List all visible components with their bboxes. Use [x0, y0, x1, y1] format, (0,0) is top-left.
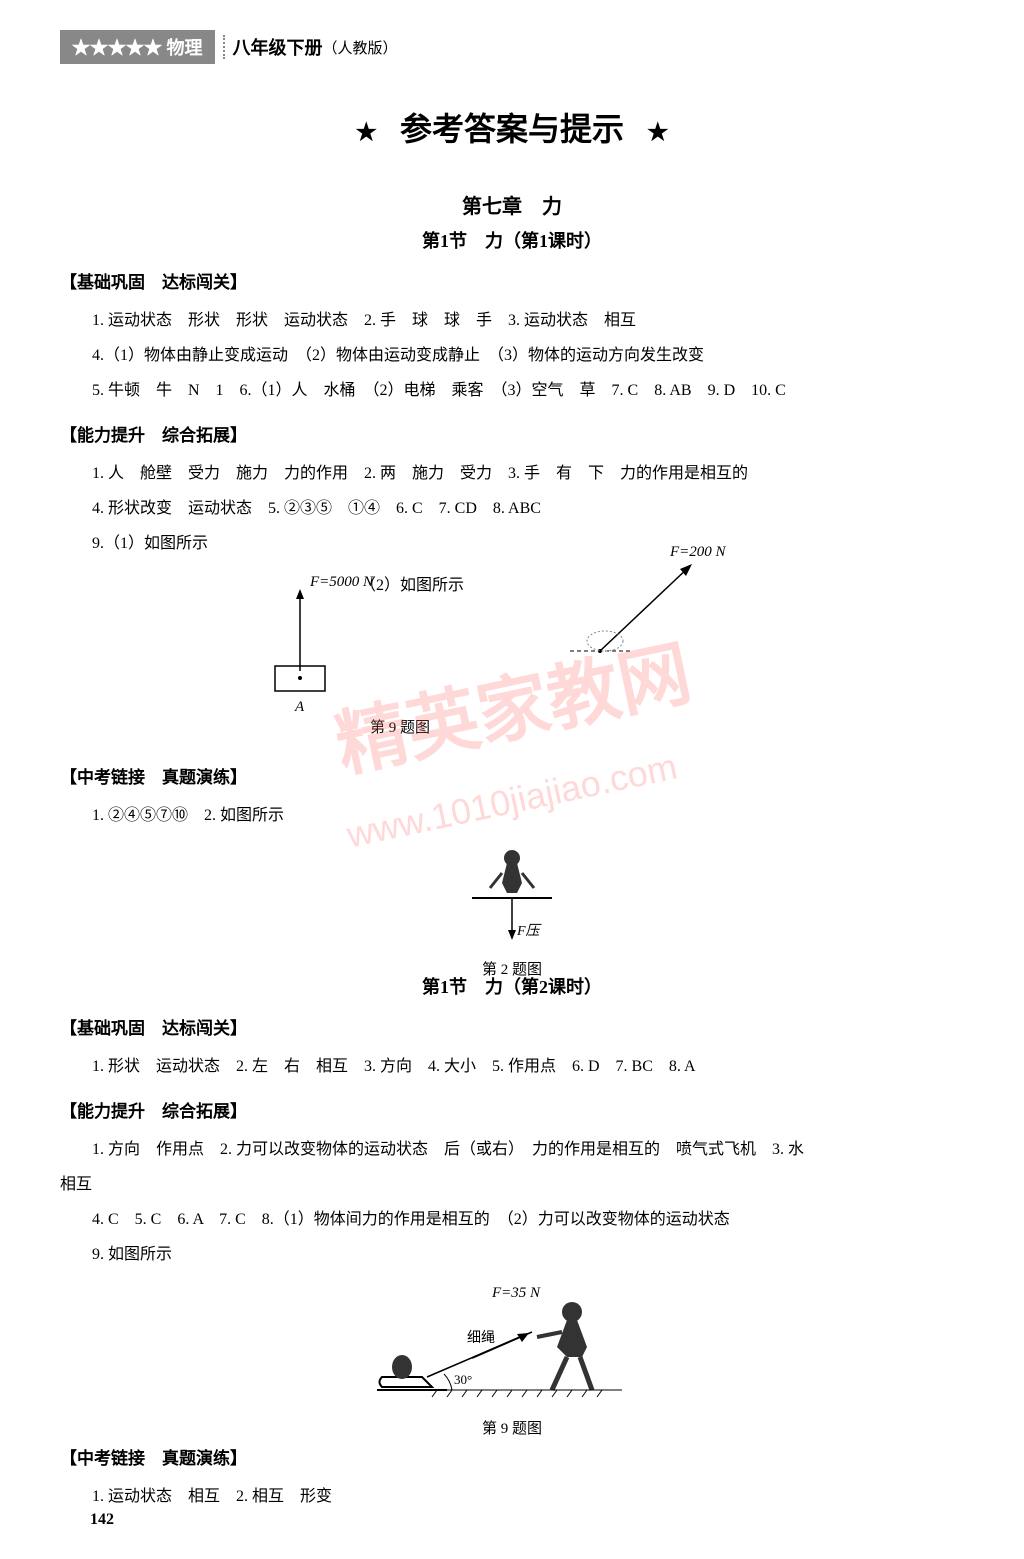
- diagram-caption: 第 2 题图: [60, 958, 964, 979]
- force-diagram-2: F=200 N: [560, 541, 760, 686]
- force-label-2: F=200 N: [669, 544, 727, 560]
- sled-force-svg: F=35 N 细绳 30°: [372, 1282, 652, 1412]
- divider: [223, 35, 225, 59]
- diagram-row: 9.（1）如图所示: [60, 526, 964, 561]
- exam-header-1: 【中考链接 真题演练】: [60, 763, 964, 788]
- diagram-text-2: （2）如图所示: [360, 571, 464, 595]
- stars-text: ★★★★★: [72, 38, 162, 58]
- answer-line: 1. 运动状态 相互 2. 相互 形变: [60, 1479, 964, 1514]
- person-force-svg: F压: [452, 843, 572, 953]
- answer-line: 1. 方向 作用点 2. 力可以改变物体的运动状态 后（或右） 力的作用是相互的…: [60, 1132, 964, 1167]
- answer-line: 1. 形状 运动状态 2. 左 右 相互 3. 方向 4. 大小 5. 作用点 …: [60, 1049, 964, 1084]
- main-title-text: 参考答案与提示: [400, 111, 624, 147]
- svg-text:F=35 N: F=35 N: [491, 1285, 541, 1301]
- subject-text: 物理: [167, 38, 203, 58]
- answer-line: 9. 如图所示: [60, 1237, 964, 1272]
- answer-line: 5. 牛顿 牛 N 1 6.（1）人 水桶 （2）电梯 乘客 （3）空气 草 7…: [60, 373, 964, 408]
- ability-header-2: 【能力提升 综合拓展】: [60, 1097, 964, 1122]
- edition-label: （人教版）: [323, 37, 398, 58]
- page-number: 142: [90, 1511, 114, 1529]
- page-header: ★★★★★ 物理 八年级下册 （人教版）: [60, 30, 964, 64]
- basic-header-1: 【基础巩固 达标闯关】: [60, 268, 964, 293]
- answer-line: 1. ②④⑤⑦⑩ 2. 如图所示: [60, 798, 964, 833]
- svg-text:30°: 30°: [454, 1372, 472, 1387]
- answer-line: 相互: [60, 1167, 964, 1202]
- answer-line: 4.（1）物体由静止变成运动 （2）物体由运动变成静止 （3）物体的运动方向发生…: [60, 338, 964, 373]
- exam-header-2: 【中考链接 真题演练】: [60, 1444, 964, 1469]
- section-title-1: 第1节 力（第1课时）: [60, 227, 964, 253]
- force-arrow-svg-2: F=200 N: [560, 541, 760, 681]
- svg-text:A: A: [294, 699, 305, 711]
- answer-line: 1. 运动状态 形状 形状 运动状态 2. 手 球 球 手 3. 运动状态 相互: [60, 303, 964, 338]
- answer-line: 1. 人 舱壁 受力 施力 力的作用 2. 两 施力 受力 3. 手 有 下 力…: [60, 456, 964, 491]
- diagram-9-area: F=5000 N A （2）如图所示 F=200 N 第 9 题图: [60, 571, 964, 751]
- chapter-title: 第七章 力: [60, 190, 964, 219]
- svg-text:F压: F压: [516, 923, 543, 939]
- answer-line: 4. C 5. C 6. A 7. C 8.（1）物体间力的作用是相互的 （2）…: [60, 1202, 964, 1237]
- diagram-sled-area: F=35 N 细绳 30° 第 9 题图: [60, 1282, 964, 1432]
- diagram-2-middle: F压 第 2 题图: [60, 843, 964, 963]
- subject-label: ★★★★★ 物理: [60, 30, 215, 64]
- diagram-caption: 第 9 题图: [60, 1417, 964, 1438]
- main-title: ★ 参考答案与提示 ★: [60, 104, 964, 150]
- star-icon: ★: [647, 118, 669, 147]
- diagram-caption: 第 9 题图: [370, 716, 430, 737]
- answer-line: 4. 形状改变 运动状态 5. ②③⑤ ①④ 6. C 7. CD 8. ABC: [60, 491, 964, 526]
- svg-text:细绳: 细绳: [467, 1330, 495, 1346]
- ability-header-1: 【能力提升 综合拓展】: [60, 421, 964, 446]
- basic-header-2: 【基础巩固 达标闯关】: [60, 1014, 964, 1039]
- grade-label: 八年级下册: [233, 34, 323, 60]
- answer-line: 9.（1）如图所示: [60, 526, 208, 561]
- star-icon: ★: [355, 118, 377, 147]
